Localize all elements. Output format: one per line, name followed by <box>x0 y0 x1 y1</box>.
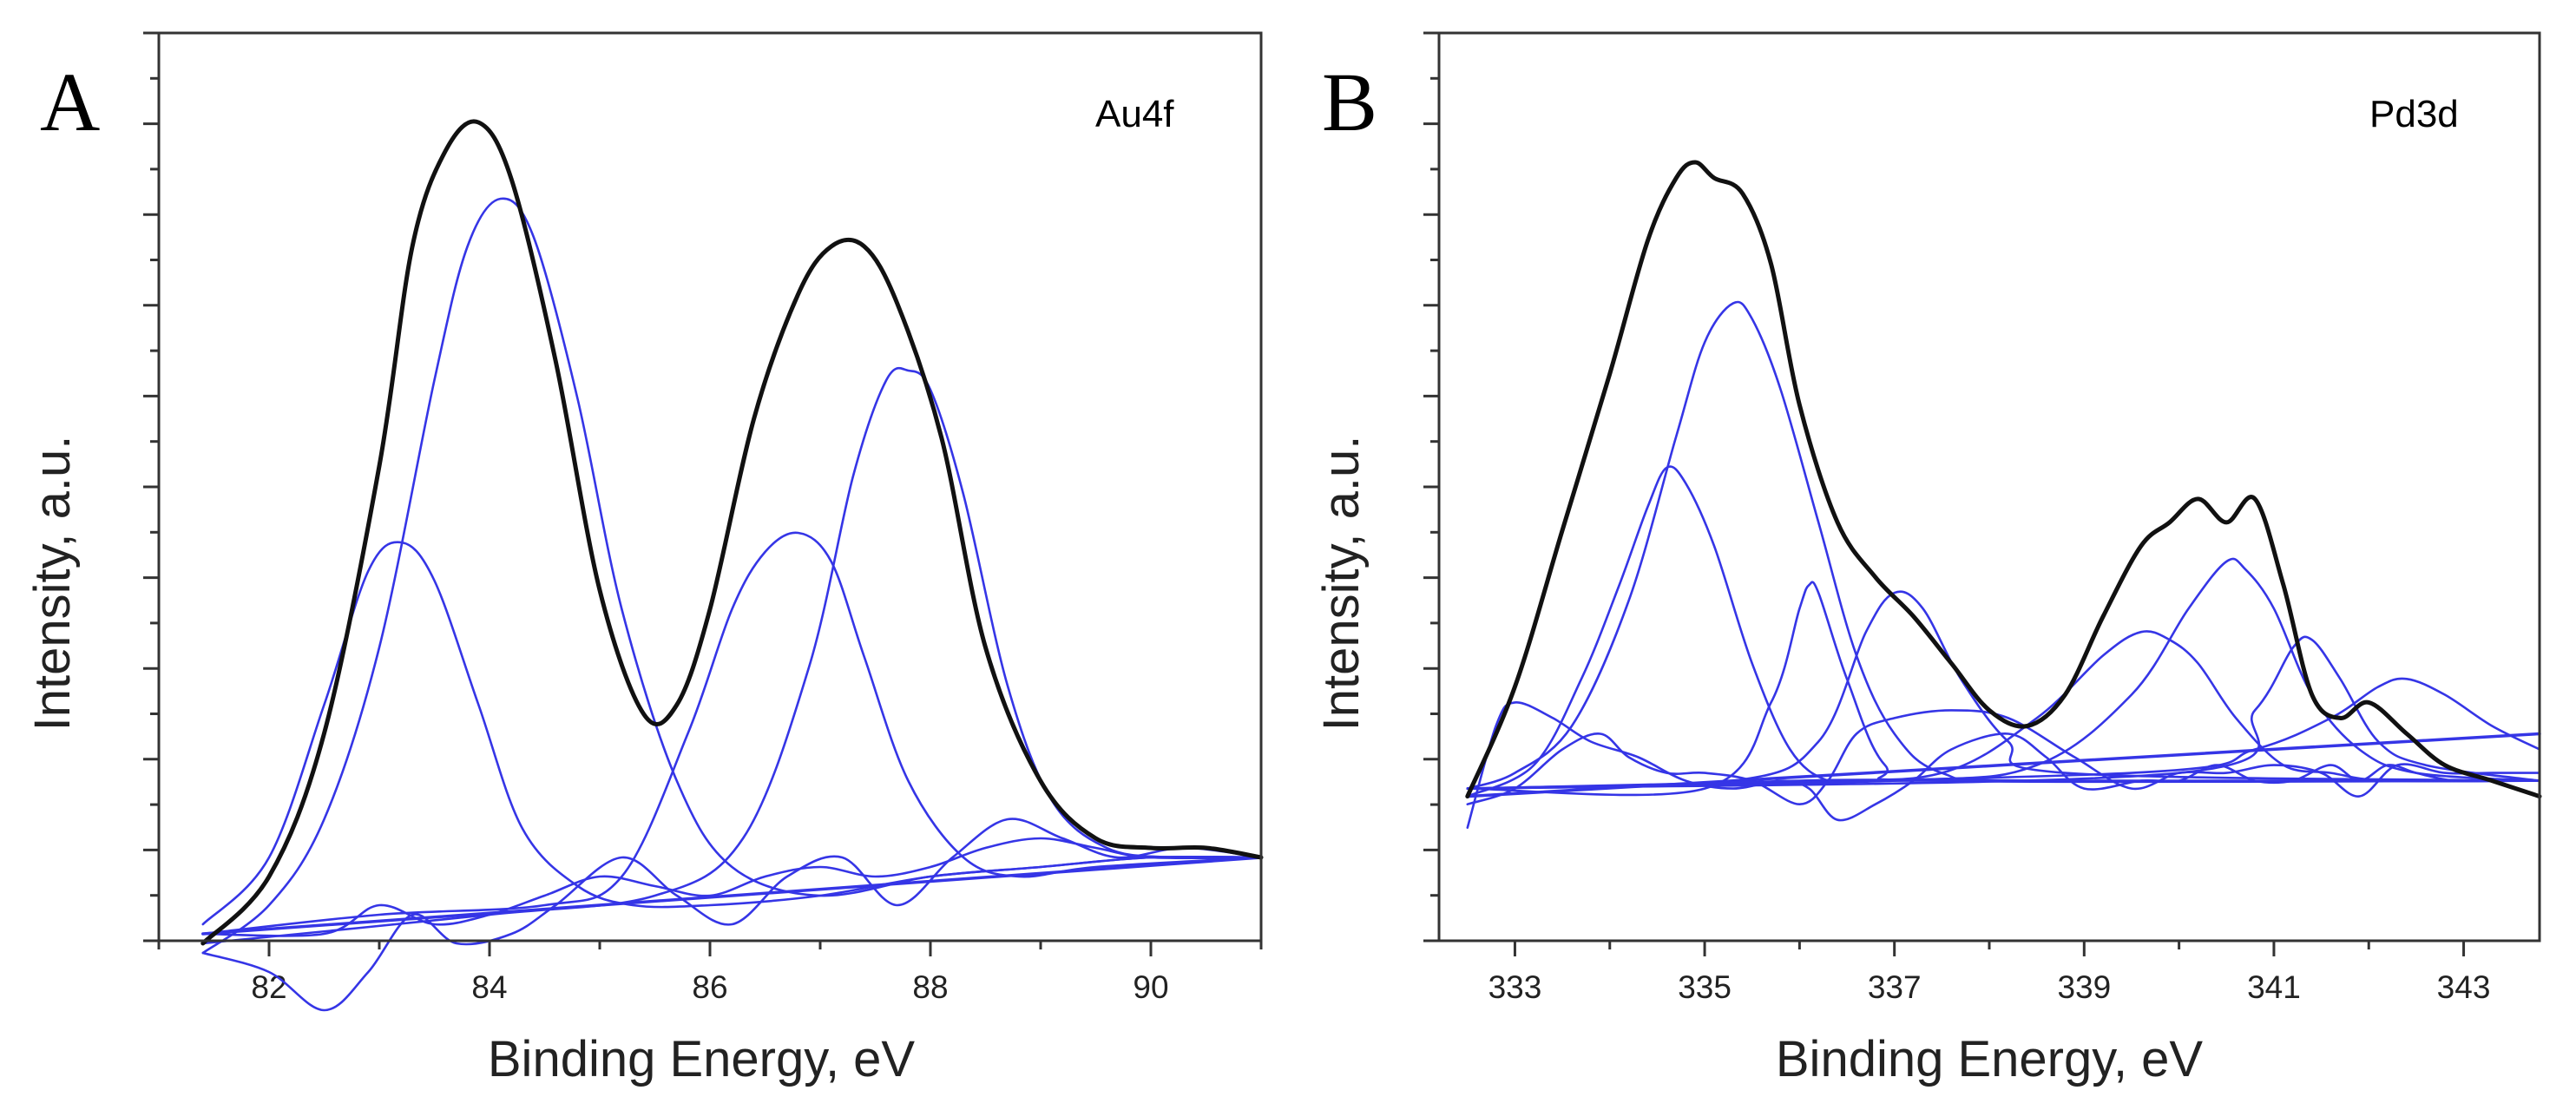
panel-b-x-tick-label: 341 <box>2247 969 2301 1005</box>
panel-b-x-tick-label: 343 <box>2437 969 2491 1005</box>
panel-b-x-tick-label: 339 <box>2057 969 2111 1005</box>
panel-a-component-curve-4 <box>201 366 1263 945</box>
panel-a-curves <box>200 119 1264 1012</box>
panel-b-component-curve-4 <box>1466 590 2541 790</box>
panel-b-plot-frame <box>1437 31 2541 943</box>
panel-a-component-curve-6 <box>201 837 1263 937</box>
panel-b-pd3d: B Pd3d Intensity, a.u. Binding Energy, e… <box>1313 31 2542 1087</box>
panel-a-baseline-curve-7 <box>201 856 1263 936</box>
panel-a-x-tick-label: 82 <box>251 969 286 1005</box>
panel-a-component-curve-5 <box>201 818 1263 1012</box>
panel-a-component-curve-1 <box>201 541 1263 926</box>
panel-b-x-tick-label: 333 <box>1488 969 1542 1005</box>
panel-b-component-curve-10 <box>1466 709 2541 805</box>
panel-a-x-axis-title: Binding Energy, eV <box>488 1031 916 1087</box>
panel-a-ticks <box>143 31 1263 956</box>
panel-b-x-tick-label: 335 <box>1678 969 1732 1005</box>
panel-b-ticks <box>1423 31 2466 956</box>
panel-b-component-curve-1 <box>1466 465 2541 798</box>
panel-a-component-curve-3 <box>201 531 1263 936</box>
panel-b-x-axis-title: Binding Energy, eV <box>1776 1031 2204 1087</box>
panel-a-plot-frame <box>157 31 1263 943</box>
panel-a-x-tick-label: 90 <box>1133 969 1168 1005</box>
panel-b-baseline-curve-11 <box>1466 732 2541 798</box>
panel-a-x-tick-label: 84 <box>471 969 507 1005</box>
panel-a-y-axis-title: Intensity, a.u. <box>24 436 81 732</box>
panel-b-component-curve-7 <box>1466 635 2541 790</box>
panel-a-tick-labels: 82 84 86 88 90 <box>251 969 1168 1005</box>
panel-b-curves <box>1465 160 2542 829</box>
panel-a-x-tick-label: 88 <box>912 969 948 1005</box>
panel-a-letter: A <box>40 56 100 148</box>
panel-b-y-axis-title: Intensity, a.u. <box>1313 436 1370 732</box>
panel-b-component-curve-5 <box>1466 630 2541 790</box>
panel-b-tick-labels: 333 335 337 339 341 343 <box>1488 969 2491 1005</box>
panel-b-x-tick-label: 337 <box>1868 969 1922 1005</box>
panel-a-envelope-curve-0 <box>200 119 1264 946</box>
panel-b-envelope-curve-0 <box>1465 160 2542 799</box>
panel-b-tag-label: Pd3d <box>2369 93 2459 135</box>
panel-a-au4f: A Au4f Intensity, a.u. Binding Energy, e… <box>24 31 1264 1087</box>
panel-b-letter: B <box>1322 56 1377 148</box>
panel-a-tag-label: Au4f <box>1095 93 1174 135</box>
panel-a-x-tick-label: 86 <box>692 969 727 1005</box>
